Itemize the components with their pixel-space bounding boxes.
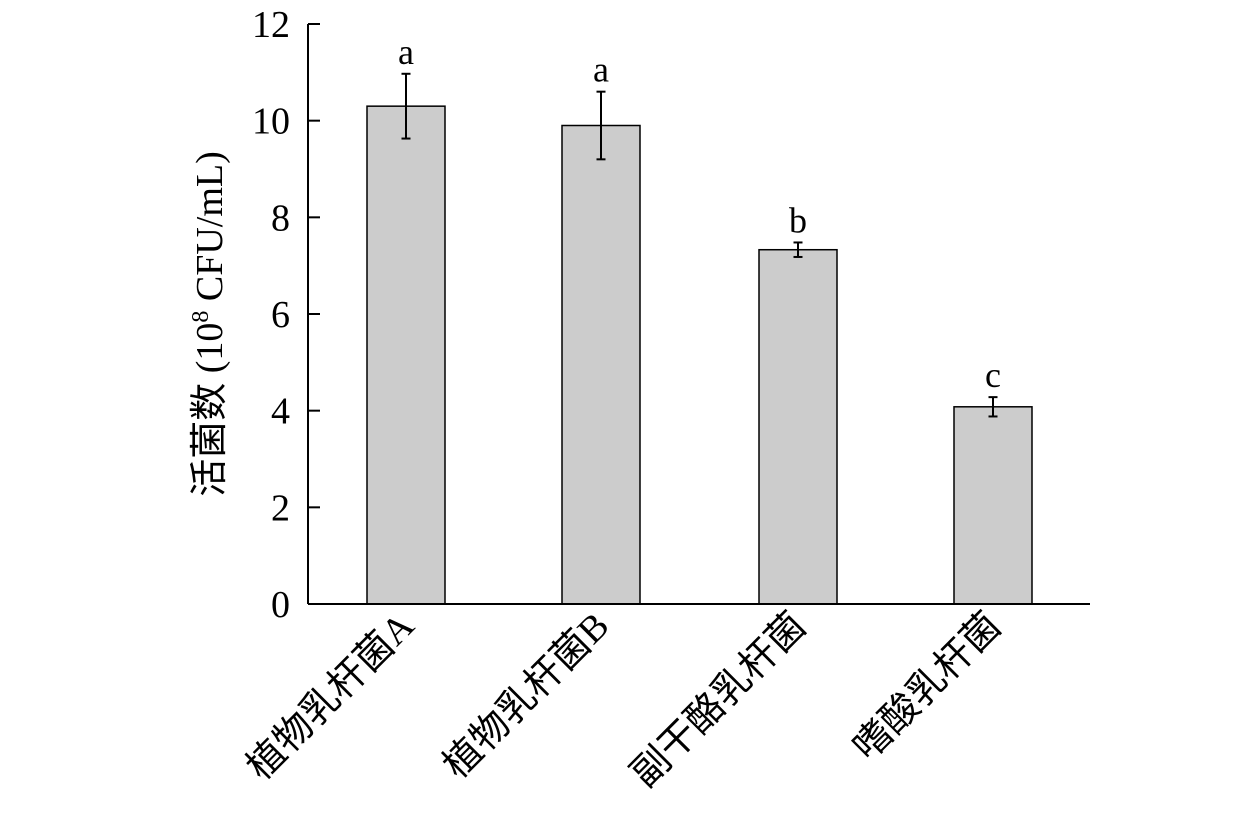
y-tick-label: 8 <box>271 197 290 239</box>
bar <box>758 248 838 605</box>
y-ticks-group: 0 2 4 6 8 10 12 <box>252 4 320 626</box>
bar <box>366 105 446 605</box>
category-label: 植物乳杆菌B <box>435 605 617 787</box>
error-bars-group <box>401 72 998 418</box>
y-tick-label: 2 <box>271 487 290 529</box>
bar <box>953 406 1033 605</box>
category-label: 副干酪乳杆菌 <box>623 605 814 796</box>
y-axis-label-unit: CFU/mL) <box>189 151 231 310</box>
significance-letter: a <box>398 32 414 72</box>
y-axis-label-superscript: 8 <box>188 311 214 323</box>
bar <box>561 124 641 605</box>
y-tick-label: 10 <box>252 101 290 143</box>
y-tick-label: 0 <box>271 584 290 626</box>
bars-group <box>366 105 1033 605</box>
y-tick-label: 6 <box>271 294 290 336</box>
significance-letter: c <box>985 355 1001 395</box>
category-labels-group: 植物乳杆菌A 植物乳杆菌B 副干酪乳杆菌 嗜酸乳杆菌 <box>239 604 1009 795</box>
significance-letter: b <box>789 200 807 240</box>
category-label: 植物乳杆菌A <box>239 604 423 788</box>
category-label: 嗜酸乳杆菌 <box>845 605 1009 769</box>
y-axis-label-main: 活菌数 (10 <box>189 323 231 497</box>
y-tick-label: 12 <box>252 4 290 46</box>
y-axis-label: 活菌数 (108 CFU/mL) <box>188 151 231 497</box>
significance-labels-group: a a b c <box>398 32 1001 395</box>
y-tick-label: 4 <box>271 391 290 433</box>
significance-letter: a <box>593 50 609 90</box>
